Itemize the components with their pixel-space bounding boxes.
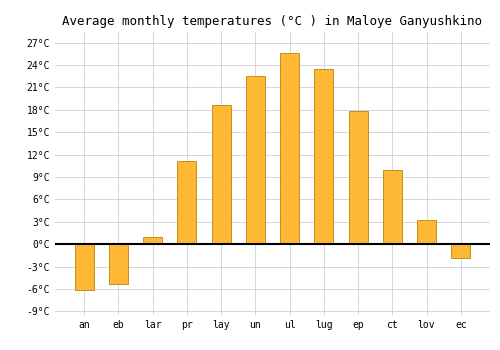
Bar <box>143 237 162 244</box>
Bar <box>109 244 128 284</box>
Bar <box>348 111 368 244</box>
Bar <box>383 169 402 244</box>
Bar <box>212 105 231 244</box>
Bar <box>246 76 265 244</box>
Bar <box>75 244 94 290</box>
Bar <box>452 244 470 258</box>
Bar <box>314 69 334 244</box>
Bar <box>280 53 299 244</box>
Title: Average monthly temperatures (°C ) in Maloye Ganyushkino: Average monthly temperatures (°C ) in Ma… <box>62 15 482 28</box>
Bar <box>178 161 197 244</box>
Bar <box>417 220 436 244</box>
